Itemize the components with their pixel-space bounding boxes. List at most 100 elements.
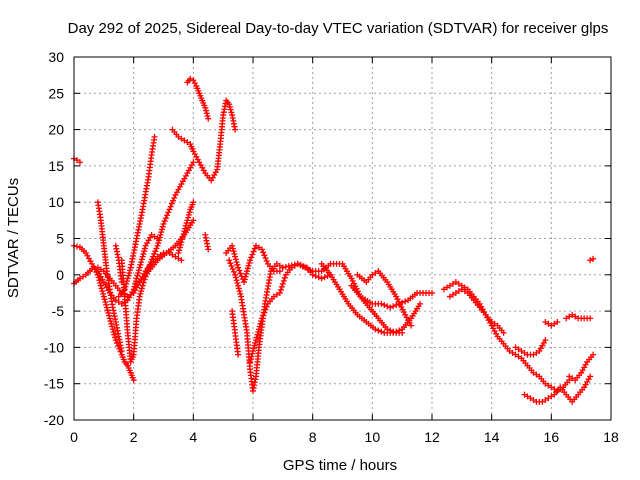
data-point [279,280,286,287]
series-sat-h [112,242,125,286]
data-point [153,245,160,252]
data-point [138,259,145,266]
data-point [156,234,163,241]
x-tick-label: 2 [130,429,138,445]
data-point [250,248,257,255]
data-point [500,329,507,336]
data-point [251,342,258,349]
y-tick-label: -5 [52,303,65,319]
data-point [587,315,594,322]
data-point [235,264,242,271]
data-point [139,253,146,260]
data-point [141,248,148,255]
series-sat-i [136,217,197,286]
data-point [261,252,268,259]
data-point [136,293,143,300]
data-point [276,289,283,296]
series-sat-y [512,337,549,358]
data-point [138,288,145,295]
data-point [229,245,236,252]
data-point [154,242,161,249]
data-point [184,217,191,224]
data-point [112,334,119,341]
data-point [182,225,189,232]
data-point [136,264,143,271]
data-point [244,268,251,275]
data-point [241,279,248,286]
data-point [262,306,269,313]
x-tick-label: 14 [484,429,500,445]
data-point [277,286,284,293]
data-point [387,327,394,334]
data-point [177,241,184,248]
data-point [263,303,270,310]
data-point [402,298,409,305]
data-point [260,249,267,256]
x-tick-label: 18 [603,429,619,445]
data-point [103,304,110,311]
series-sat-j [169,97,239,184]
y-tick-label: -10 [44,339,64,355]
x-tick-label: 16 [544,429,560,445]
data-point [76,159,83,166]
y-tick-label: 20 [48,122,64,138]
data-point [228,263,235,270]
data-point [162,215,169,222]
data-point [590,351,597,358]
data-point [141,245,148,252]
y-tick-label: 5 [56,231,64,247]
data-point [229,242,236,249]
data-point [375,327,382,334]
data-point [256,323,263,330]
data-point [237,270,244,277]
gridlines [74,57,611,420]
data-point [156,237,163,244]
data-point [178,239,185,246]
data-point [246,260,253,267]
data-point [318,275,325,282]
data-point [104,307,111,314]
series-sat-o [223,242,283,286]
data-point [393,302,400,309]
series-sat-a [71,155,83,166]
data-point [262,255,269,262]
data-point [384,303,391,310]
data-point [151,133,158,140]
data-point [135,269,142,276]
data-point [248,353,255,360]
data-point [131,283,138,290]
data-point [118,348,125,355]
data-point [97,282,104,289]
data-point [73,243,80,250]
data-point [387,304,394,311]
data-point [232,256,239,263]
data-point [152,248,159,255]
data-point [137,261,144,268]
series-sat-l [175,199,197,257]
data-point [101,296,108,303]
data-point [315,274,322,281]
data-point [126,267,133,274]
data-point [263,258,270,265]
data-point [245,262,252,269]
data-point [138,256,145,263]
data-point [251,245,258,252]
data-point [106,315,113,322]
data-point [243,270,250,277]
data-point [109,323,116,330]
data-point [179,236,186,243]
data-point [181,228,188,235]
data-point [185,211,192,218]
data-point [111,331,118,338]
data-point [105,309,112,316]
data-point [261,309,268,316]
series-sat-aa [563,311,594,322]
data-point [102,299,109,306]
data-point [203,107,210,114]
data-point [321,274,328,281]
data-point [126,269,133,276]
data-point [205,246,212,253]
data-point [372,326,379,333]
data-point [203,110,210,117]
